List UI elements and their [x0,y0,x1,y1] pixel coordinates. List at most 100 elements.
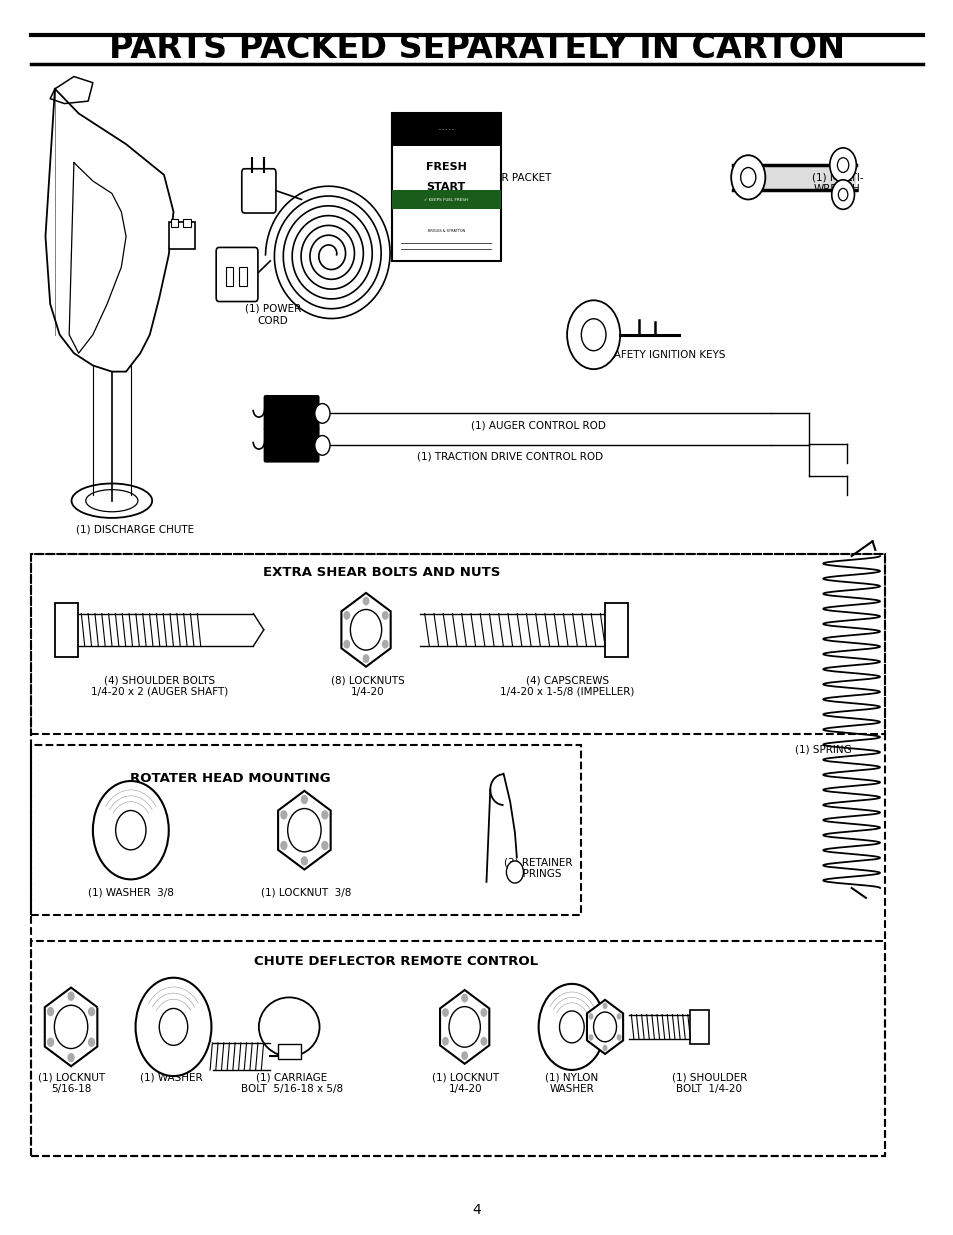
FancyBboxPatch shape [732,165,856,190]
Text: BRIGGS & STRATTON: BRIGGS & STRATTON [427,230,464,233]
Text: 4: 4 [472,1203,481,1216]
FancyBboxPatch shape [263,395,319,431]
Text: (1) WASHER: (1) WASHER [140,1072,203,1082]
Circle shape [362,597,369,605]
Circle shape [54,1005,88,1049]
Text: (1) CARRIAGE
BOLT  5/16-18 x 5/8: (1) CARRIAGE BOLT 5/16-18 x 5/8 [241,1072,343,1094]
Text: (4) CAPSCREWS
1/4-20 x 1-5/8 (IMPELLER): (4) CAPSCREWS 1/4-20 x 1-5/8 (IMPELLER) [499,676,634,697]
FancyBboxPatch shape [169,221,195,248]
Circle shape [321,841,328,850]
Text: (1) SPRING: (1) SPRING [794,745,851,755]
Circle shape [588,1034,593,1041]
Polygon shape [586,1000,622,1053]
Circle shape [460,994,468,1003]
Polygon shape [439,990,489,1063]
Circle shape [460,1051,468,1060]
Circle shape [566,300,619,369]
FancyBboxPatch shape [392,114,500,146]
Circle shape [280,841,287,850]
Circle shape [115,810,146,850]
FancyBboxPatch shape [238,267,246,285]
Text: (1) TRACTION DRIVE CONTROL ROD: (1) TRACTION DRIVE CONTROL ROD [416,452,602,462]
Circle shape [616,1034,621,1041]
FancyBboxPatch shape [183,219,191,226]
Circle shape [829,148,856,183]
Circle shape [314,404,330,424]
Circle shape [88,1037,95,1047]
Circle shape [831,180,854,209]
Text: (1) WASHER  3/8: (1) WASHER 3/8 [88,888,173,898]
Text: (1) LOCKNUT
5/16-18: (1) LOCKNUT 5/16-18 [37,1072,105,1094]
FancyBboxPatch shape [226,267,233,285]
Circle shape [362,655,369,663]
Ellipse shape [71,483,152,517]
Text: EXTRA SHEAR BOLTS AND NUTS: EXTRA SHEAR BOLTS AND NUTS [263,566,500,578]
Circle shape [740,168,755,188]
Text: (1) POWER
CORD: (1) POWER CORD [245,304,301,326]
Circle shape [558,1011,583,1042]
Polygon shape [341,593,391,667]
FancyBboxPatch shape [392,114,500,261]
Circle shape [381,640,388,648]
Text: (3) RETAINER
SPRINGS: (3) RETAINER SPRINGS [504,857,573,879]
Circle shape [47,1007,54,1016]
Polygon shape [278,790,331,869]
FancyBboxPatch shape [263,427,319,463]
Circle shape [321,810,328,820]
Circle shape [300,795,308,804]
Circle shape [506,861,523,883]
Circle shape [441,1008,449,1016]
Circle shape [441,1037,449,1046]
Circle shape [314,436,330,456]
Polygon shape [45,988,97,1066]
Circle shape [88,1007,95,1016]
Text: CHUTE DEFLECTOR REMOTE CONTROL: CHUTE DEFLECTOR REMOTE CONTROL [254,955,537,968]
Circle shape [92,781,169,879]
Ellipse shape [258,998,319,1056]
Circle shape [300,856,308,866]
Circle shape [68,1053,74,1062]
Circle shape [538,984,604,1070]
Text: (1) SHOULDER
BOLT  1/4-20: (1) SHOULDER BOLT 1/4-20 [671,1072,746,1094]
Circle shape [602,1003,607,1009]
Text: (1) AUGER CONTROL ROD: (1) AUGER CONTROL ROD [471,421,605,431]
Text: (8) LOCKNUTS
1/4-20: (8) LOCKNUTS 1/4-20 [331,676,404,697]
Circle shape [381,611,388,620]
Circle shape [730,156,764,200]
Circle shape [580,319,605,351]
Text: PARTS PACKED SEPARATELY IN CARTON: PARTS PACKED SEPARATELY IN CARTON [109,32,844,64]
FancyBboxPatch shape [690,1010,709,1044]
FancyBboxPatch shape [392,190,500,209]
Circle shape [68,992,74,1000]
Text: FRESH: FRESH [425,162,466,172]
Circle shape [343,640,350,648]
FancyBboxPatch shape [277,1044,300,1058]
Circle shape [838,189,847,201]
Text: (1) LOCKNUT
1/4-20: (1) LOCKNUT 1/4-20 [432,1072,498,1094]
Text: START: START [426,183,465,193]
Circle shape [280,810,287,820]
Circle shape [135,978,212,1076]
Text: ✓ KEEPS FUEL FRESH: ✓ KEEPS FUEL FRESH [424,198,468,201]
Circle shape [588,1013,593,1020]
Circle shape [837,158,848,173]
Ellipse shape [86,489,138,511]
Circle shape [288,809,321,852]
Circle shape [480,1037,487,1046]
Text: (4) SHOULDER BOLTS
1/4-20 x 2 (AUGER SHAFT): (4) SHOULDER BOLTS 1/4-20 x 2 (AUGER SHA… [91,676,228,697]
Text: (1) DISCHARGE CHUTE: (1) DISCHARGE CHUTE [76,524,194,534]
Text: (1) LOCKNUT  3/8: (1) LOCKNUT 3/8 [261,888,351,898]
Text: - - - - -: - - - - - [438,127,453,132]
Circle shape [593,1011,616,1042]
FancyBboxPatch shape [604,603,627,657]
Circle shape [480,1008,487,1016]
FancyBboxPatch shape [241,169,275,212]
Circle shape [616,1013,621,1020]
Circle shape [449,1007,479,1047]
Text: (1) FUEL STABILIZER PACKET: (1) FUEL STABILIZER PACKET [402,173,551,183]
Text: (1) MULTI-
WRENCH: (1) MULTI- WRENCH [811,173,862,194]
Circle shape [47,1037,54,1047]
Text: ROTATER HEAD MOUNTING: ROTATER HEAD MOUNTING [130,772,331,785]
Circle shape [343,611,350,620]
FancyBboxPatch shape [55,603,78,657]
